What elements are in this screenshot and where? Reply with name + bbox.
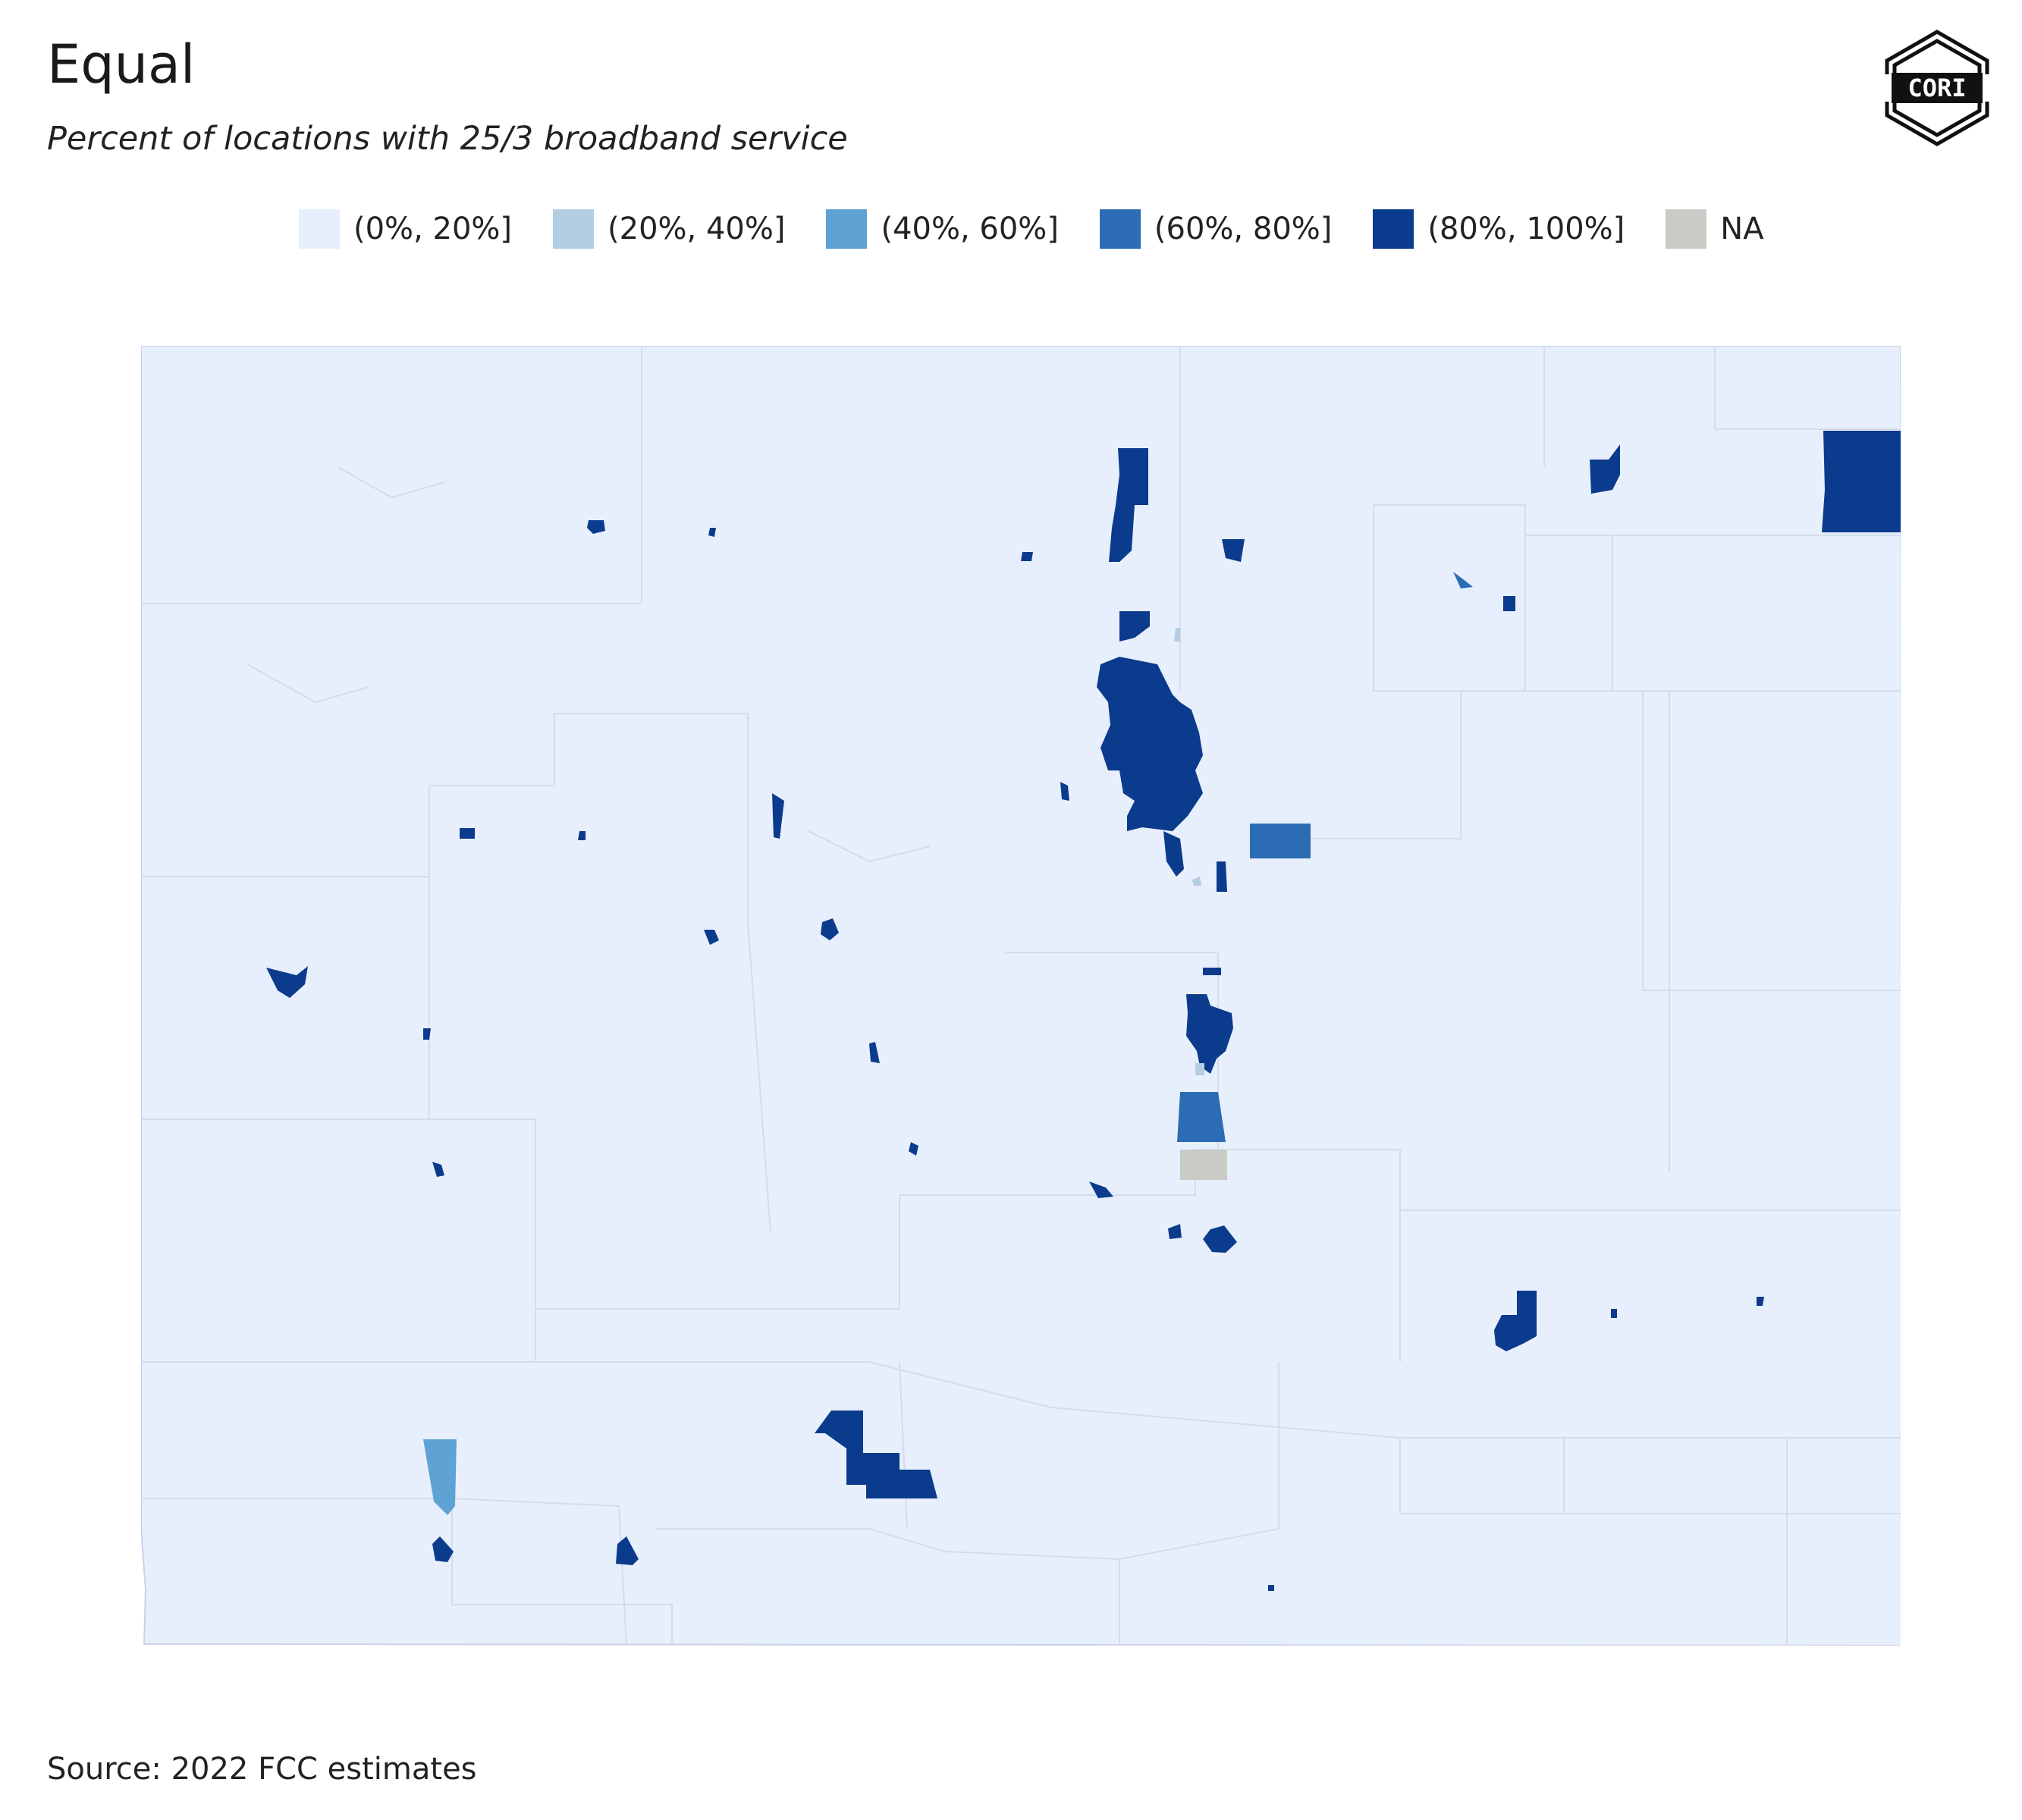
logo-text: CORI (1907, 74, 1966, 102)
tracts-60-80 (1177, 572, 1473, 1142)
tract-boulder (1119, 611, 1150, 642)
legend-item-na: NA (1666, 209, 1764, 249)
cori-logo-icon: CORI (1881, 30, 1993, 146)
tract-fort-collins (1109, 448, 1148, 562)
tracts-20-40 (1174, 628, 1204, 1075)
tracts-40-60 (423, 1439, 457, 1515)
tract-la-junta (1494, 1291, 1537, 1351)
legend-swatch (1099, 209, 1141, 249)
tract-kremmling (1021, 552, 1033, 561)
legend-label: (80%, 100%] (1427, 212, 1625, 246)
legend-label: (40%, 60%] (881, 212, 1059, 246)
tract-sterling (1590, 444, 1620, 494)
colorado-map (141, 346, 1901, 1646)
tract-salida (909, 1142, 918, 1156)
legend-label: (60%, 80%] (1154, 212, 1333, 246)
legend-swatch (1666, 209, 1707, 249)
legend-item-20-40: (20%, 40%] (553, 209, 785, 249)
tract-fort-morgan-2 (1453, 572, 1473, 588)
tract-canon-city (1089, 1181, 1113, 1198)
tract-bennett (1250, 824, 1311, 858)
tract-lamar (1611, 1309, 1617, 1318)
legend-swatch (1373, 209, 1414, 249)
tract-leadville (821, 918, 839, 940)
tract-castle-rock (1163, 831, 1184, 877)
tract-colorado-springs (1186, 994, 1233, 1074)
legend-swatch (299, 209, 340, 249)
chart-subtitle: Percent of locations with 25/3 broadband… (47, 120, 848, 158)
tract-springfield (1757, 1297, 1764, 1306)
tract-rifle (460, 828, 475, 839)
legend-swatch (553, 209, 595, 249)
legend-item-80-100: (80%, 100%] (1373, 209, 1625, 249)
tracts-na (1180, 1150, 1227, 1180)
tract-steamboat (587, 520, 605, 534)
tract-fringe-south (1192, 877, 1201, 886)
tract-eagle (1060, 782, 1069, 801)
tract-cortez (432, 1536, 454, 1562)
legend-label: (0%, 20%] (353, 212, 513, 246)
tract-delta (423, 1028, 431, 1040)
chart-title: Equal (47, 33, 196, 96)
legend-item-0-20: (0%, 20%] (299, 209, 512, 249)
tract-grand-junction (266, 966, 308, 998)
legend-label: NA (1720, 212, 1764, 246)
tract-longmont-fringe (1174, 628, 1180, 642)
state-base (141, 346, 1901, 1646)
tract-buena-vista (869, 1042, 880, 1063)
tract-montrose (432, 1162, 444, 1177)
tract-na-fort-carson (1180, 1150, 1227, 1180)
tracts-80-100 (266, 431, 1901, 1591)
tract-fountain (1177, 1092, 1226, 1142)
tract-craig-small (708, 528, 716, 537)
tract-holyoke (1822, 431, 1901, 532)
tract-alamosa (815, 1410, 937, 1498)
tract-aspen (704, 930, 719, 945)
tract-pueblo-west (1168, 1224, 1182, 1239)
tract-pueblo (1203, 1225, 1237, 1253)
tract-silt (578, 831, 586, 840)
legend: (0%, 20%] (20%, 40%] (40%, 60%] (60%, 80… (299, 206, 1805, 252)
tract-denver-metro (1097, 657, 1203, 831)
tract-kiowa (1217, 861, 1227, 892)
source-note: Source: 2022 FCC estimates (47, 1752, 477, 1787)
legend-item-60-80: (60%, 80%] (1099, 209, 1333, 249)
tract-glenwood (772, 793, 784, 839)
legend-swatch (826, 209, 868, 249)
legend-label: (20%, 40%] (608, 212, 786, 246)
tract-fringe-springs (1195, 1063, 1204, 1075)
tract-san-miguel (423, 1439, 457, 1515)
tract-fort-morgan (1503, 596, 1515, 611)
tract-trinidad (1268, 1585, 1274, 1591)
tract-greeley (1222, 539, 1245, 562)
tract-durango (616, 1536, 639, 1565)
county-boundaries (141, 346, 1901, 1646)
tract-monument (1203, 968, 1221, 975)
legend-item-40-60: (40%, 60%] (826, 209, 1059, 249)
